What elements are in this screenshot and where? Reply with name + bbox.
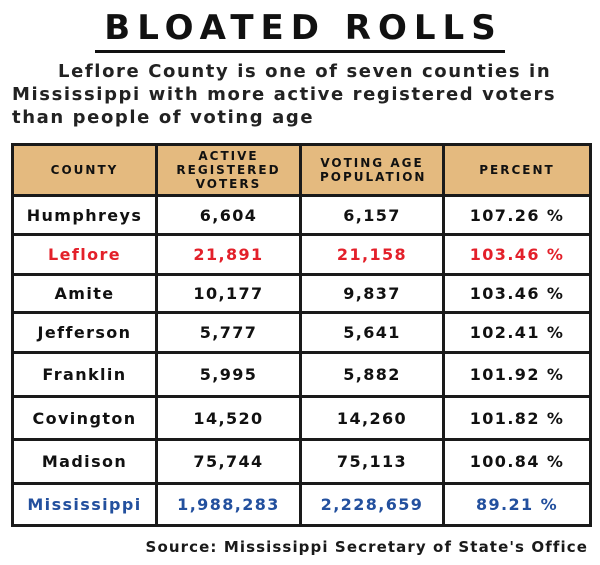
percent-cell: 100.84 % <box>442 438 592 485</box>
header-row: COUNTY ACTIVE REGISTERED VOTERS VOTING A… <box>11 143 592 197</box>
active-voters-cell: 5,777 <box>155 311 302 354</box>
title: BLOATED ROLLS <box>0 8 600 53</box>
voting-age-pop-cell: 9,837 <box>299 273 445 314</box>
active-voters-cell: 5,995 <box>155 351 302 398</box>
active-voters-cell: 1,988,283 <box>155 482 302 527</box>
county-cell: Leflore <box>11 233 158 276</box>
table-row: Amite 10,177 9,837 103.46 % <box>11 273 592 314</box>
table-row: Humphreys 6,604 6,157 107.26 % <box>11 194 592 236</box>
table-row: Covington 14,520 14,260 101.82 % <box>11 395 592 441</box>
title-text: BLOATED ROLLS <box>95 8 505 53</box>
active-voters-cell: 10,177 <box>155 273 302 314</box>
voting-age-pop-cell: 14,260 <box>299 395 445 441</box>
county-cell: Amite <box>11 273 158 314</box>
percent-cell: 101.92 % <box>442 351 592 398</box>
header-active-voters: ACTIVE REGISTERED VOTERS <box>155 143 302 197</box>
voting-age-pop-cell: 75,113 <box>299 438 445 485</box>
voting-age-pop-cell: 2,228,659 <box>299 482 445 527</box>
county-cell: Jefferson <box>11 311 158 354</box>
active-voters-cell: 75,744 <box>155 438 302 485</box>
county-cell: Covington <box>11 395 158 441</box>
county-cell: Franklin <box>11 351 158 398</box>
source-note: Source: Mississippi Secretary of State's… <box>145 538 588 556</box>
subtitle-line: Leflore County is one of seven counties … <box>58 61 552 82</box>
active-voters-cell: 14,520 <box>155 395 302 441</box>
subtitle-line: Mississippi with more active registered … <box>12 84 557 105</box>
percent-cell: 103.46 % <box>442 273 592 314</box>
percent-cell: 102.41 % <box>442 311 592 354</box>
header-voting-age-pop: VOTING AGE POPULATION <box>299 143 445 197</box>
active-voters-cell: 6,604 <box>155 194 302 236</box>
subtitle-line: than people of voting age <box>12 107 315 128</box>
subtitle: Leflore County is one of seven counties … <box>12 60 592 129</box>
header-county: COUNTY <box>11 143 158 197</box>
table-row: Mississippi 1,988,283 2,228,659 89.21 % <box>11 482 592 527</box>
header-percent: PERCENT <box>442 143 592 197</box>
table-row: Franklin 5,995 5,882 101.92 % <box>11 351 592 398</box>
percent-cell: 103.46 % <box>442 233 592 276</box>
active-voters-cell: 21,891 <box>155 233 302 276</box>
voting-age-pop-cell: 5,882 <box>299 351 445 398</box>
county-cell: Mississippi <box>11 482 158 527</box>
table-row: Madison 75,744 75,113 100.84 % <box>11 438 592 485</box>
table-row: Leflore 21,891 21,158 103.46 % <box>11 233 592 276</box>
voting-age-pop-cell: 6,157 <box>299 194 445 236</box>
percent-cell: 101.82 % <box>442 395 592 441</box>
percent-cell: 107.26 % <box>442 194 592 236</box>
voting-age-pop-cell: 21,158 <box>299 233 445 276</box>
voting-age-pop-cell: 5,641 <box>299 311 445 354</box>
data-table: COUNTY ACTIVE REGISTERED VOTERS VOTING A… <box>11 143 592 527</box>
county-cell: Madison <box>11 438 158 485</box>
table-row: Jefferson 5,777 5,641 102.41 % <box>11 311 592 354</box>
county-cell: Humphreys <box>11 194 158 236</box>
percent-cell: 89.21 % <box>442 482 592 527</box>
